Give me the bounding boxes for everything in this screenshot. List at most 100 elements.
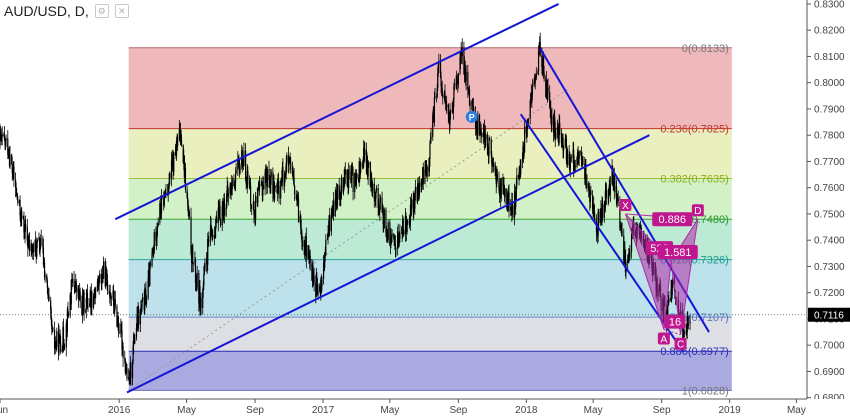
time-tick-label: 2019 [718, 405, 741, 416]
candle-body [11, 164, 13, 173]
channel-line[interactable] [114, 3, 560, 221]
candle-body [448, 114, 450, 117]
pattern-ratio-badge[interactable] [652, 212, 693, 227]
candle-body [96, 280, 99, 290]
candle-body [589, 190, 591, 202]
candle-body [280, 181, 282, 199]
candle-body [390, 236, 392, 245]
candle-body [235, 170, 237, 175]
candle-body [226, 194, 228, 208]
candle-body [516, 175, 518, 186]
candle-body [671, 284, 673, 296]
candle-body [537, 51, 540, 72]
candle-body [393, 238, 395, 246]
candle-body [495, 171, 497, 172]
pattern-ratio-label: 0.886 [658, 214, 686, 226]
candle-body [121, 330, 123, 350]
channel-line[interactable] [519, 113, 685, 353]
candle-body [317, 290, 319, 296]
pattern-point-a-badge[interactable] [657, 332, 670, 345]
candle-body [78, 295, 80, 299]
candle-body [481, 133, 483, 138]
candle-body [417, 183, 419, 193]
candle-body [429, 139, 432, 144]
candle-body [300, 228, 302, 233]
candle-body [457, 73, 459, 85]
gear-icon[interactable]: ⚙ [94, 4, 109, 18]
candle-body [141, 300, 143, 309]
candle-body [79, 292, 81, 302]
candle-body [520, 161, 522, 175]
time-axis[interactable]: Jun 2016 May Sep 2017 May Sep 2018 May Sep 2019 May [0, 398, 850, 418]
candle-body [685, 331, 687, 333]
pattern-point-d-badge[interactable] [691, 204, 704, 217]
candle-body [159, 203, 161, 223]
symbol-title[interactable]: AUD/USD, D, [4, 3, 89, 19]
candle-body [266, 169, 268, 187]
candle-body [426, 166, 428, 177]
candle-body [444, 91, 446, 103]
trend-line[interactable] [128, 87, 571, 391]
candle-body [346, 178, 349, 188]
candle-body [106, 269, 108, 281]
candle-body [94, 290, 96, 298]
candle-body [494, 162, 496, 172]
candle-body [602, 203, 604, 218]
fib-level-label: 0.236(0.7825) [660, 124, 729, 136]
channel-line[interactable] [126, 134, 650, 394]
candle-body [34, 239, 36, 253]
candle-body [202, 285, 204, 291]
candle-body [290, 162, 292, 171]
dotted-trend-line[interactable] [128, 87, 571, 391]
candle-body [391, 233, 393, 237]
candle-body [400, 233, 403, 234]
candle-body [15, 188, 17, 194]
candle-body [582, 164, 584, 165]
candle-body [410, 199, 413, 209]
candle-body [36, 242, 38, 257]
last-price-badge[interactable] [808, 307, 850, 322]
candle-body [383, 209, 385, 228]
candle-body [404, 215, 407, 235]
candle-body [268, 180, 271, 184]
candle-body [295, 194, 297, 200]
candle-body [327, 232, 329, 239]
candle-body [460, 49, 462, 63]
candle-body [203, 270, 205, 275]
candle-body [334, 198, 336, 216]
candle-body [134, 337, 136, 344]
pattern-ratio-badge[interactable] [664, 314, 686, 329]
candle-body [630, 228, 633, 252]
candle-body [561, 139, 563, 143]
candle-body [518, 172, 520, 178]
candle-body [350, 169, 353, 184]
pivot-marker[interactable]: P [465, 110, 478, 123]
close-icon[interactable]: ✕ [114, 4, 129, 18]
candle-body [504, 189, 506, 198]
candle-body [304, 240, 306, 253]
candle-body [234, 174, 237, 184]
candle-body [360, 163, 362, 166]
candle-body [354, 172, 356, 175]
candle-body [7, 154, 9, 157]
candle-body [486, 134, 488, 147]
pattern-point-x-badge[interactable] [619, 198, 632, 211]
candle-body [424, 168, 427, 170]
pattern-point-c-badge[interactable] [674, 337, 687, 350]
candle-body [397, 231, 399, 248]
candle-body [609, 184, 612, 194]
pivot-marker-circle[interactable] [465, 110, 478, 123]
candle-body [128, 377, 130, 379]
candle-body [550, 109, 552, 119]
candle-body [331, 213, 333, 214]
candle-body [529, 101, 531, 119]
candle-body [498, 179, 500, 191]
candle-body [377, 188, 379, 208]
pattern-ratio-badge[interactable] [657, 245, 698, 259]
candle-body [42, 238, 44, 248]
candle-body [409, 222, 411, 225]
candle-body [139, 308, 141, 325]
